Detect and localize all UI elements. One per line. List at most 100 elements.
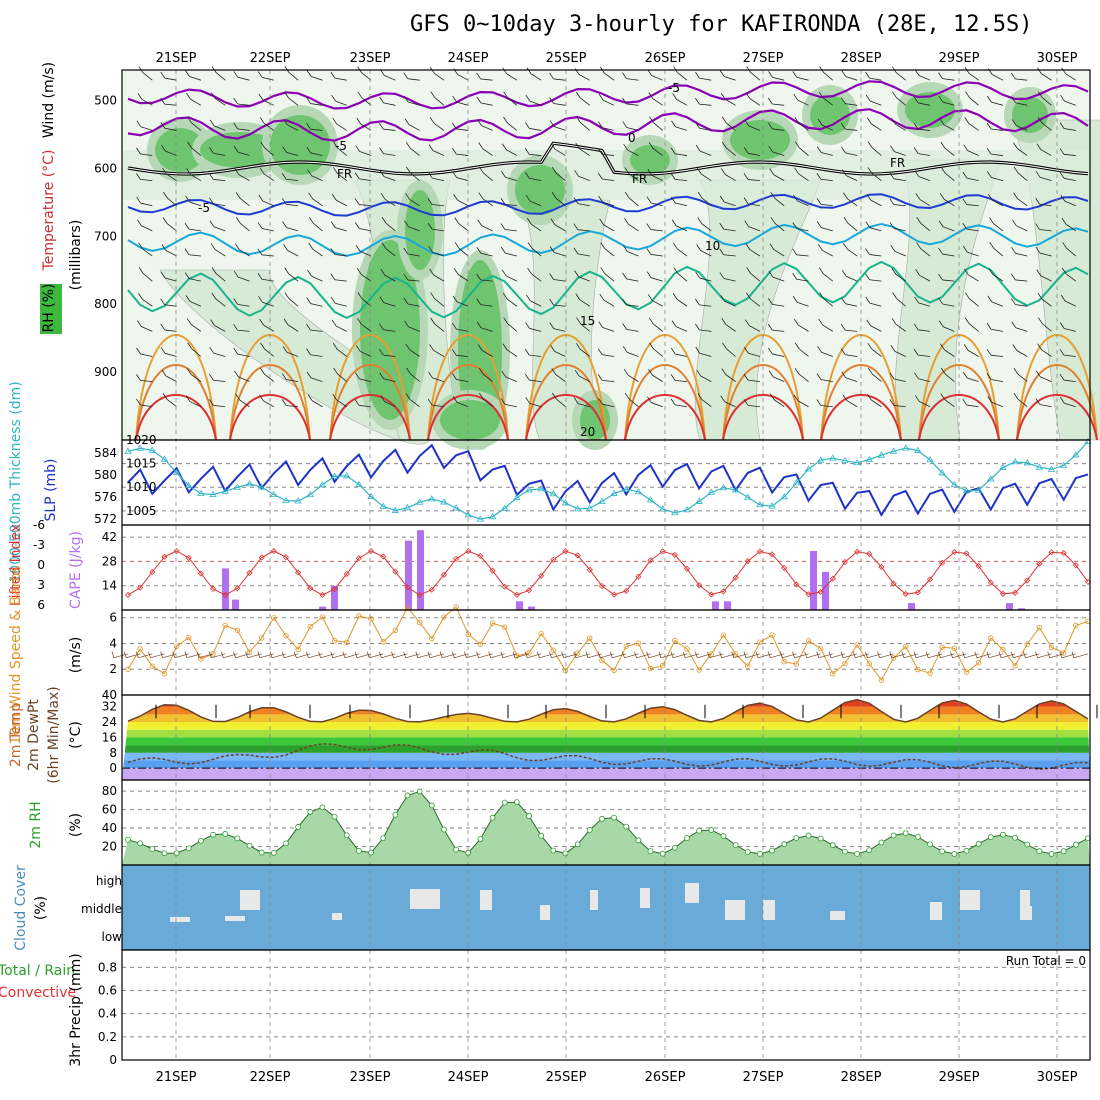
wind-barb bbox=[597, 374, 615, 383]
lifted-index-marker bbox=[890, 580, 897, 587]
wind-barb bbox=[816, 198, 833, 207]
wind-barb bbox=[695, 122, 712, 131]
lifted-index-marker bbox=[647, 557, 654, 564]
wind-barb bbox=[211, 292, 226, 307]
surface-wind-barb bbox=[427, 651, 445, 659]
precip-tick: 0.6 bbox=[98, 984, 117, 998]
wind-barb bbox=[598, 321, 615, 332]
wind-barb bbox=[865, 248, 882, 257]
wind-barb bbox=[670, 347, 688, 357]
surface-wind-barb bbox=[889, 651, 906, 659]
rh-marker bbox=[185, 845, 192, 852]
wind-barb bbox=[137, 219, 153, 232]
wind-barb bbox=[503, 317, 518, 332]
lifted-index-marker bbox=[209, 585, 217, 592]
lifted-tick: -6 bbox=[33, 518, 45, 532]
wind-barb bbox=[502, 292, 518, 307]
wind-barb bbox=[524, 122, 542, 131]
rh-marker bbox=[283, 840, 289, 847]
wind-barb bbox=[671, 320, 688, 332]
wind-barb bbox=[989, 217, 1004, 232]
rh-marker bbox=[428, 802, 435, 809]
contour-label: -5 bbox=[335, 139, 347, 153]
wind-speed-marker bbox=[538, 630, 544, 637]
rh-marker bbox=[963, 847, 970, 854]
wind-barb bbox=[1013, 367, 1028, 382]
surface-wind-barb bbox=[257, 651, 274, 659]
rh-marker bbox=[720, 833, 727, 839]
wind-tick-bottom: 40 bbox=[102, 688, 117, 702]
thickness-marker bbox=[877, 451, 886, 458]
wind-barb bbox=[379, 147, 396, 156]
wind-speed-marker bbox=[988, 635, 994, 641]
date-label-top: 22SEP bbox=[250, 51, 291, 66]
wind-barb bbox=[647, 294, 663, 307]
wind-speed-marker bbox=[368, 616, 374, 622]
wind-barb bbox=[721, 141, 736, 156]
wind-speed-marker bbox=[696, 667, 702, 673]
wind-barb bbox=[648, 317, 663, 332]
wind-barb bbox=[306, 297, 323, 307]
wind-barb bbox=[914, 372, 931, 383]
surface-wind-barb bbox=[148, 651, 165, 659]
wind-barb bbox=[794, 342, 809, 357]
thickness-marker bbox=[683, 506, 691, 513]
wind-barb bbox=[767, 122, 785, 131]
surface-wind-barb bbox=[998, 651, 1016, 659]
wind-barb bbox=[1037, 343, 1052, 357]
wind-barb bbox=[867, 367, 882, 382]
rh-marker bbox=[975, 840, 982, 847]
wind-barb bbox=[501, 370, 518, 382]
wind-barb bbox=[599, 218, 615, 232]
wind-barb bbox=[719, 222, 736, 232]
temp-contour-30 bbox=[135, 364, 1098, 441]
wind-barb bbox=[865, 71, 882, 81]
wind-barb bbox=[525, 94, 542, 106]
rh-marker bbox=[404, 792, 411, 799]
surface-wind-barb bbox=[233, 651, 250, 659]
wind-barb bbox=[1013, 166, 1028, 181]
cape-bar bbox=[724, 601, 731, 610]
wind-barb bbox=[307, 394, 323, 408]
wind-barb bbox=[1037, 116, 1052, 131]
wind-barb bbox=[1036, 269, 1052, 282]
wind-barb bbox=[428, 144, 445, 156]
wind-barb bbox=[476, 247, 493, 257]
rh-marker bbox=[866, 847, 873, 854]
wind-barb bbox=[865, 296, 882, 307]
wind-barb bbox=[500, 246, 517, 257]
lifted-index-marker bbox=[185, 554, 192, 561]
wind-speed-marker bbox=[975, 660, 982, 666]
wind-barb bbox=[477, 219, 493, 232]
wind-barb bbox=[648, 92, 663, 106]
wind-barb bbox=[258, 194, 274, 207]
lifted-index-marker bbox=[453, 555, 460, 562]
cloud-bar bbox=[410, 889, 440, 909]
wind-barb bbox=[840, 323, 858, 332]
wind-barb bbox=[597, 348, 615, 357]
wind-barb bbox=[281, 399, 299, 408]
surface-wind-barb bbox=[925, 651, 943, 659]
wind-barb bbox=[160, 271, 177, 282]
cape-bar bbox=[822, 571, 829, 610]
wind-barb bbox=[819, 267, 834, 282]
thickness-marker bbox=[962, 487, 971, 494]
wind-barb bbox=[306, 323, 323, 332]
wind-barb bbox=[964, 117, 979, 131]
wind-barb bbox=[744, 119, 761, 131]
cloud-background bbox=[122, 865, 1090, 950]
run-total-label: Run Total = 0 bbox=[1006, 954, 1086, 968]
precip-convective-label: Convective bbox=[0, 985, 76, 1001]
wind-barb bbox=[331, 193, 347, 207]
rh-marker bbox=[708, 827, 715, 833]
wind-barb bbox=[940, 393, 955, 408]
lifted-index-marker bbox=[404, 584, 411, 591]
wind-barb bbox=[354, 172, 372, 182]
wind-barb bbox=[381, 242, 396, 257]
wind-barb bbox=[549, 120, 566, 131]
wind-barb bbox=[379, 372, 396, 383]
wind-barb bbox=[162, 167, 177, 181]
wind-barb bbox=[840, 97, 858, 106]
cape-bar bbox=[319, 606, 326, 610]
wind-speed-marker bbox=[125, 666, 131, 672]
